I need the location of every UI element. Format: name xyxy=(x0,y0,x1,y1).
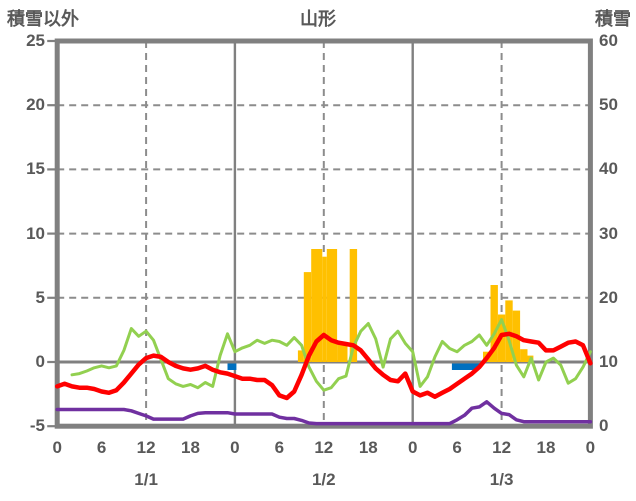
x-tick-label: 0 xyxy=(230,438,240,457)
orange-bars xyxy=(297,350,304,362)
x-tick-label: 12 xyxy=(492,438,512,457)
right-tick-label: 20 xyxy=(599,287,618,307)
left-tick-label: 20 xyxy=(26,95,45,115)
left-tick-label: 10 xyxy=(26,223,45,243)
orange-bars xyxy=(505,300,513,362)
chart-title: 山形 xyxy=(300,9,336,29)
orange-bars xyxy=(349,249,358,362)
left-tick-label: 0 xyxy=(35,352,45,371)
x-tick-label: 12 xyxy=(136,438,156,457)
right-tick-label: 10 xyxy=(599,352,618,371)
blue-bars xyxy=(227,363,237,370)
date-label: 1/3 xyxy=(489,470,514,489)
x-tick-label: 6 xyxy=(96,438,107,457)
date-label: 1/1 xyxy=(134,470,158,489)
date-label: 1/2 xyxy=(311,470,336,489)
x-tick-label: 6 xyxy=(452,438,462,457)
x-tick-label: 18 xyxy=(358,438,378,457)
orange-bars xyxy=(520,349,528,362)
orange-bars xyxy=(322,256,327,362)
left-tick-label: 15 xyxy=(26,159,45,179)
orange-bars xyxy=(326,249,338,362)
orange-bars xyxy=(311,249,323,362)
right-tick-label: 30 xyxy=(599,223,618,243)
orange-bars xyxy=(303,272,312,362)
right-tick-label: 50 xyxy=(599,95,618,115)
blue-bars xyxy=(451,363,480,370)
x-tick-label: 0 xyxy=(585,438,596,457)
right-tick-label: 40 xyxy=(599,159,618,179)
x-tick-label: 12 xyxy=(314,438,334,457)
left-tick-label: 25 xyxy=(26,31,45,50)
left-axis-title: 積雪以外 xyxy=(7,9,79,29)
right-tick-label: 60 xyxy=(599,31,618,50)
right-tick-label: 0 xyxy=(599,416,609,436)
x-tick-label: 0 xyxy=(407,438,418,457)
orange-bars xyxy=(337,344,348,362)
purple-line xyxy=(55,400,593,426)
left-tick-label: 5 xyxy=(35,287,45,307)
green-line xyxy=(70,318,592,392)
x-tick-label: 18 xyxy=(181,438,200,457)
x-tick-label: 18 xyxy=(536,438,556,457)
red-line xyxy=(54,331,593,401)
x-tick-label: 0 xyxy=(52,438,62,457)
orange-bars xyxy=(490,285,498,362)
right-axis-title: 積雪 xyxy=(595,9,631,29)
left-tick-label: -5 xyxy=(29,416,45,436)
x-tick-label: 6 xyxy=(274,438,285,457)
